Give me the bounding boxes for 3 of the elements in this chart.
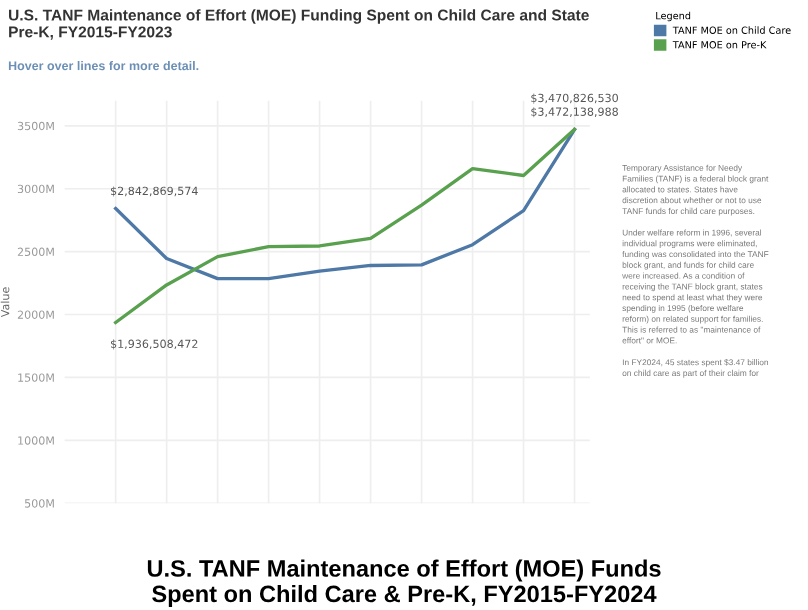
- line-series: [113, 127, 577, 325]
- text: U.S. TANF Maintenance of Effort (MOE) Funds Spent on Child Care & Pre-K, FY2015-FY2024: [147, 559, 661, 607]
- line-series: [113, 127, 577, 281]
